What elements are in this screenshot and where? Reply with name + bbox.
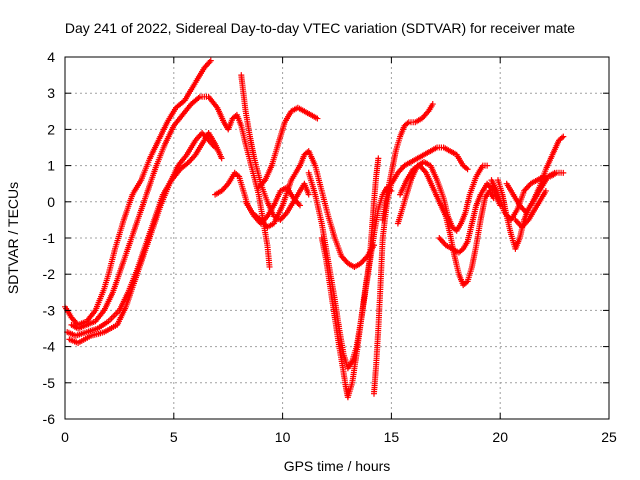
x-tick-label: 25 bbox=[601, 429, 617, 445]
series-track-7 bbox=[242, 148, 377, 270]
plus-markers bbox=[397, 162, 497, 289]
data-series bbox=[62, 57, 567, 401]
y-tick-label: -6 bbox=[43, 411, 56, 427]
x-tick-label: 0 bbox=[61, 429, 69, 445]
x-tick-label: 15 bbox=[384, 429, 400, 445]
series-track-3 bbox=[64, 130, 225, 339]
y-tick-label: 1 bbox=[47, 158, 55, 174]
series-track-18 bbox=[495, 169, 558, 252]
y-axis-label: SDTVAR / TECUs bbox=[5, 182, 21, 294]
y-tick-label: -5 bbox=[43, 375, 56, 391]
plus-markers bbox=[64, 130, 225, 339]
series-track-11 bbox=[371, 144, 471, 397]
plus-markers bbox=[318, 155, 382, 401]
plus-markers bbox=[238, 72, 312, 223]
series-track-4 bbox=[66, 130, 219, 346]
series-track-19 bbox=[512, 187, 549, 231]
plus-markers bbox=[66, 130, 219, 346]
series-track-14 bbox=[397, 162, 497, 289]
x-tick-label: 20 bbox=[492, 429, 508, 445]
y-tick-label: -4 bbox=[43, 339, 56, 355]
y-tick-label: 3 bbox=[47, 85, 55, 101]
series-track-1 bbox=[62, 57, 214, 328]
x-tick-label: 5 bbox=[170, 429, 178, 445]
y-tick-label: 2 bbox=[47, 121, 55, 137]
y-tick-label: -3 bbox=[43, 302, 56, 318]
plus-markers bbox=[495, 169, 558, 252]
series-track-12 bbox=[379, 101, 436, 223]
plus-markers bbox=[371, 144, 471, 397]
axis-ticks: 0 5 10 15 20 25 -6 -5 -4 -3 -2 -1 0 1 2 3 4 bbox=[43, 49, 617, 445]
y-tick-label: -1 bbox=[43, 230, 56, 246]
series-track-8 bbox=[255, 104, 321, 191]
series-track-10 bbox=[318, 155, 382, 401]
series-track-6 bbox=[238, 72, 312, 223]
series-track-2 bbox=[68, 93, 273, 332]
x-axis-label: GPS time / hours bbox=[284, 458, 391, 474]
x-tick-label: 10 bbox=[275, 429, 291, 445]
y-tick-label: 4 bbox=[47, 49, 55, 65]
chart-title: Day 241 of 2022, Sidereal Day-to-day VTE… bbox=[65, 20, 575, 36]
plus-markers bbox=[394, 159, 491, 234]
plus-markers bbox=[68, 93, 273, 332]
y-tick-label: 0 bbox=[47, 194, 55, 210]
plus-markers bbox=[512, 187, 549, 231]
y-tick-label: -2 bbox=[43, 266, 56, 282]
plus-markers bbox=[379, 101, 436, 223]
plus-markers bbox=[62, 57, 214, 328]
plus-markers bbox=[242, 148, 377, 270]
plus-markers bbox=[255, 104, 321, 191]
series-track-13 bbox=[394, 159, 491, 234]
